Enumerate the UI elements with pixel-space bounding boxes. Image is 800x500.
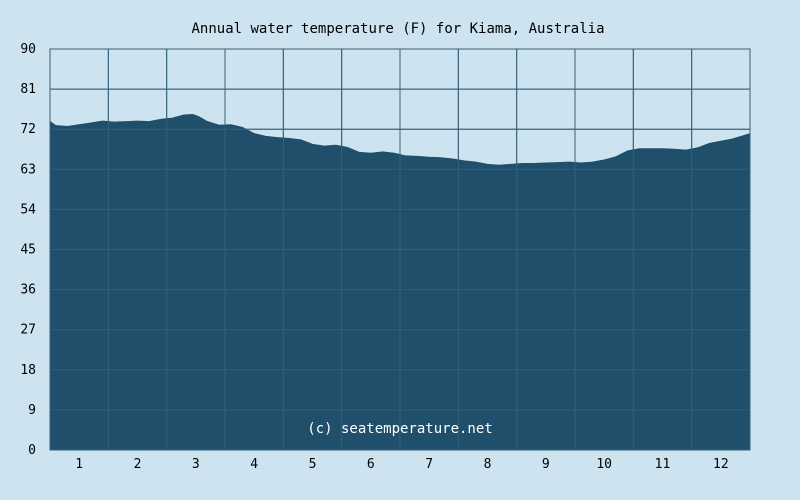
y-tick-label: 36 <box>20 283 36 298</box>
y-tick-label: 72 <box>20 122 36 137</box>
x-axis: 1 2 3 4 5 6 7 8 9 10 11 12 <box>75 457 728 472</box>
y-tick-label: 0 <box>28 443 36 458</box>
y-tick-label: 45 <box>20 243 36 258</box>
x-tick-label: 8 <box>484 457 492 472</box>
y-axis: 0 9 18 27 36 45 54 63 72 81 90 <box>20 42 36 458</box>
x-tick-label: 2 <box>134 457 142 472</box>
x-tick-label: 12 <box>713 457 729 472</box>
x-tick-label: 1 <box>75 457 83 472</box>
y-tick-label: 18 <box>20 363 36 378</box>
x-tick-label: 5 <box>309 457 317 472</box>
plot-border-overlay <box>49 48 751 451</box>
grid-overlay <box>49 48 751 451</box>
x-tick-label: 11 <box>655 457 671 472</box>
x-tick-label: 6 <box>367 457 375 472</box>
y-tick-label: 27 <box>20 323 36 338</box>
y-tick-label: 9 <box>28 403 36 418</box>
y-tick-label: 90 <box>20 42 36 57</box>
y-tick-label: 81 <box>20 82 36 97</box>
x-tick-label: 4 <box>250 457 258 472</box>
y-tick-label: 63 <box>20 162 36 177</box>
watermark-text: (c) seatemperature.net <box>307 421 492 437</box>
chart-title: Annual water temperature (F) for Kiama, … <box>191 21 604 37</box>
x-tick-label: 3 <box>192 457 200 472</box>
y-tick-label: 54 <box>20 202 36 217</box>
x-tick-label: 9 <box>542 457 550 472</box>
x-tick-label: 7 <box>425 457 433 472</box>
x-tick-label: 10 <box>596 457 612 472</box>
